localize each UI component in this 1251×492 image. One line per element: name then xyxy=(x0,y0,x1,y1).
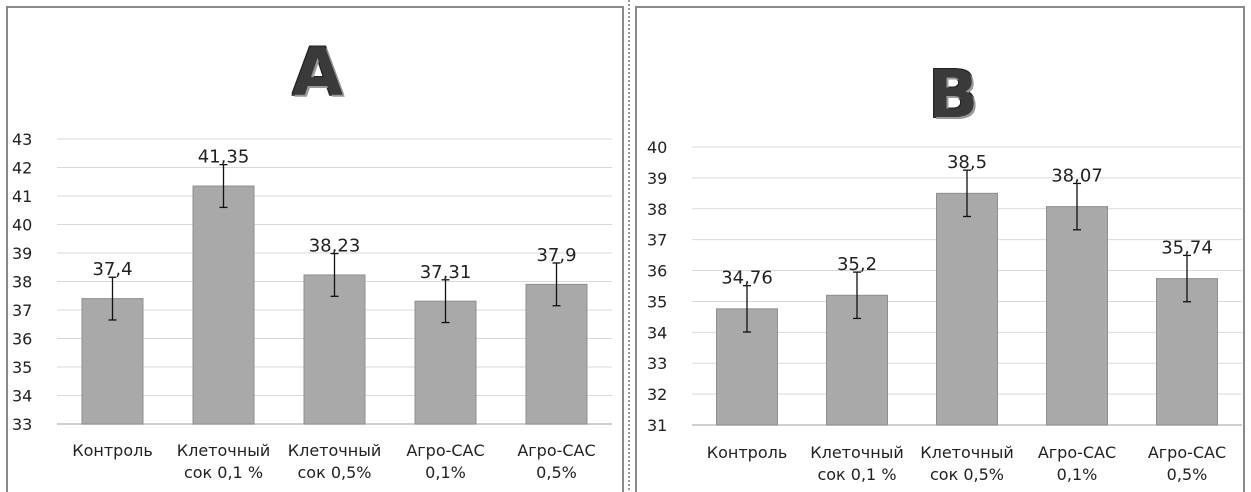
y-tick-label: 35 xyxy=(647,292,667,311)
data-label: 37,9 xyxy=(536,245,576,266)
panel-border xyxy=(635,6,1245,492)
category-label: сок 0,1 % xyxy=(184,463,263,482)
y-tick-label: 34 xyxy=(647,323,667,342)
category-label: сок 0,1 % xyxy=(817,465,896,484)
y-tick-label: 38 xyxy=(12,273,32,292)
bar-chart-b: 31 32 33 34 35 36 37 38 39 40 34,76 Контроль 35,2 Кле… xyxy=(647,138,1242,484)
data-label: 35,2 xyxy=(837,254,877,275)
y-tick-label: 33 xyxy=(647,354,667,373)
bar xyxy=(1046,206,1108,426)
y-tick-label: 38 xyxy=(647,200,667,219)
data-label: 41,35 xyxy=(198,147,250,168)
category-label: сок 0,5% xyxy=(298,463,372,482)
y-tick-label: 36 xyxy=(647,262,667,281)
y-tick-label: 37 xyxy=(12,301,32,320)
category-label: 0,5% xyxy=(1167,465,1208,484)
data-label: 35,74 xyxy=(1161,237,1213,258)
category-label: Клеточный xyxy=(177,441,270,460)
bar xyxy=(81,298,144,425)
data-label: 37,31 xyxy=(420,262,472,283)
data-label: 37,4 xyxy=(92,259,132,280)
category-label: Агро-САС xyxy=(517,441,595,460)
chart-title: A xyxy=(292,34,344,111)
y-tick-label: 31 xyxy=(647,416,667,435)
y-tick-label: 42 xyxy=(12,159,32,178)
category-label: 0,5% xyxy=(536,463,577,482)
y-tick-label: 36 xyxy=(12,330,32,349)
data-label: 34,76 xyxy=(721,268,773,289)
bar-chart-a: 33 34 35 36 37 38 39 40 41 42 43 37,4 Контроль 41,35 К… xyxy=(12,130,612,482)
bar xyxy=(192,185,255,425)
chart-panel-a: A 33 34 35 36 37 38 39 40 41 42 43 37,4 Контроль 41,3… xyxy=(6,6,624,492)
y-tick-label: 37 xyxy=(647,231,667,250)
y-tick-label: 40 xyxy=(647,138,667,157)
bar xyxy=(525,283,588,425)
category-label: сок 0,5% xyxy=(930,465,1004,484)
y-tick-label: 33 xyxy=(12,415,32,434)
data-label: 38,5 xyxy=(947,152,987,173)
data-label: 38,23 xyxy=(309,236,361,257)
y-tick-label: 39 xyxy=(12,244,32,263)
chart-panel-b: B 31 32 33 34 35 36 37 38 39 40 34,76 Контроль 35,2 К… xyxy=(633,0,1251,492)
category-label: Контроль xyxy=(707,443,788,462)
data-label: 38,07 xyxy=(1051,165,1103,186)
y-tick-label: 41 xyxy=(12,187,32,206)
category-label: Агро-САС xyxy=(1038,443,1116,462)
category-label: Клеточный xyxy=(920,443,1013,462)
category-label: Агро-САС xyxy=(1148,443,1226,462)
category-label: 0,1% xyxy=(425,463,466,482)
chart-title: B xyxy=(928,56,979,133)
y-tick-label: 34 xyxy=(12,387,32,406)
category-label: Клеточный xyxy=(810,443,903,462)
panel-divider xyxy=(628,0,630,492)
y-tick-label: 32 xyxy=(647,385,667,404)
bar xyxy=(936,192,998,426)
y-tick-label: 35 xyxy=(12,358,32,377)
bar xyxy=(303,274,366,425)
y-tick-label: 43 xyxy=(12,130,32,149)
category-label: Контроль xyxy=(72,441,153,460)
y-tick-label: 39 xyxy=(647,169,667,188)
y-tick-label: 40 xyxy=(12,216,32,235)
category-label: Агро-САС xyxy=(406,441,484,460)
panel-border xyxy=(6,6,624,492)
category-label: Клеточный xyxy=(288,441,381,460)
category-label: 0,1% xyxy=(1057,465,1098,484)
